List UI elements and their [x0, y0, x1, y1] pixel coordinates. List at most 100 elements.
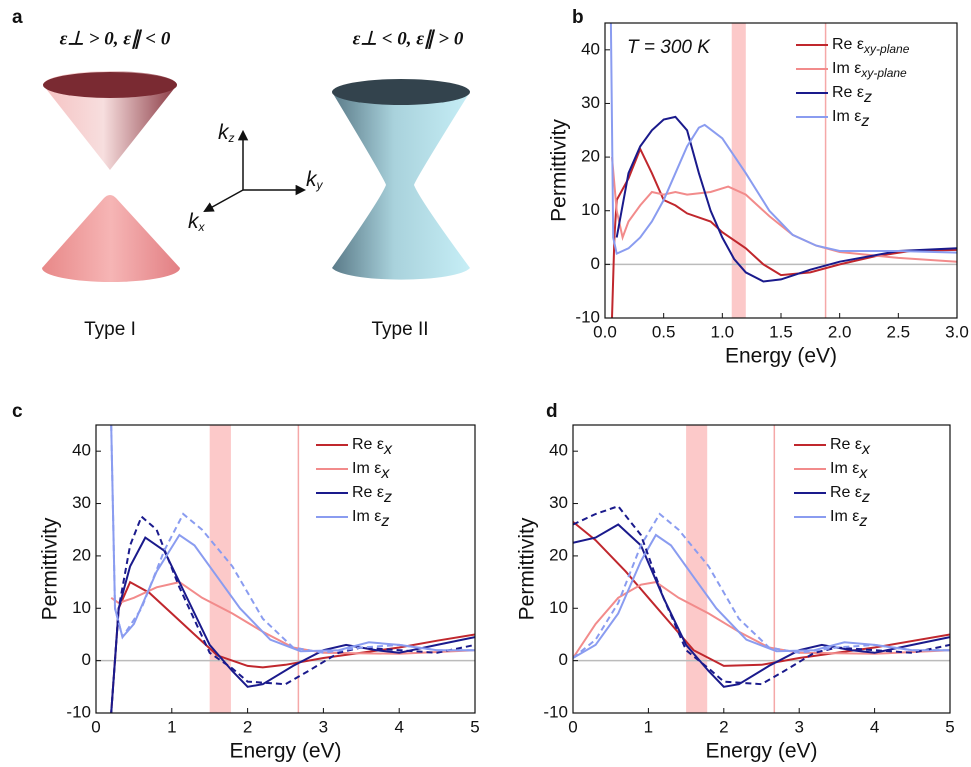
y-tick-label: -10: [575, 307, 600, 326]
dashed-line: [573, 505, 950, 686]
line: [573, 533, 950, 659]
y-tick-label: 40: [581, 39, 600, 58]
panel-label: d: [546, 401, 558, 422]
x-tick-label: 4: [870, 717, 879, 736]
y-tick-label: 30: [549, 493, 568, 512]
lower-cone: [42, 195, 180, 282]
panel-a: a ε⊥ > 0, ε∥ < 0 ε⊥ < 0, ε∥ > 0 kz ky kx…: [12, 7, 470, 340]
x-tick-label: 5: [470, 717, 479, 736]
shaded-band: [731, 23, 746, 318]
line: [609, 23, 957, 256]
line: [110, 425, 475, 653]
annotation: T = 300 K: [627, 37, 711, 58]
line: [611, 146, 957, 318]
x-tick-label: 3: [794, 717, 803, 736]
y-tick-label: -10: [66, 702, 91, 721]
plot-area: [605, 23, 957, 318]
x-tick-label: 0.5: [652, 322, 676, 341]
y-axis-label: Permittivity: [39, 517, 62, 620]
legend-label: Re εz: [832, 84, 872, 106]
shaded-band: [686, 425, 708, 713]
line: [573, 521, 950, 667]
y-tick-label: 20: [72, 545, 91, 564]
plot-area: [573, 425, 950, 713]
x-tick-label: 1.0: [711, 322, 735, 341]
y-tick-label: 30: [72, 493, 91, 512]
cone-opening: [43, 72, 177, 98]
kx-label: kx: [188, 210, 206, 235]
kz-label: kz: [218, 121, 235, 146]
legend-label: Im εz: [352, 508, 389, 530]
line: [615, 115, 957, 283]
x-tick-label: 4: [394, 717, 403, 736]
legend-label: Im εz: [830, 508, 867, 530]
y-tick-label: 30: [581, 93, 600, 112]
y-tick-label: 10: [72, 598, 91, 617]
x-axis-label: Energy (eV): [229, 740, 341, 763]
shaded-band: [209, 425, 231, 713]
line: [110, 536, 475, 713]
line: [573, 523, 950, 688]
x-tick-label: 1.5: [769, 322, 793, 341]
plot-area: [96, 425, 475, 713]
x-tick-label: 1: [644, 717, 653, 736]
type-two-title: ε⊥ < 0, ε∥ > 0: [353, 28, 464, 49]
dashed-line: [573, 512, 950, 659]
x-axis-label: Energy (eV): [725, 345, 837, 368]
x-tick-label: 2.5: [887, 322, 911, 341]
y-tick-label: 0: [591, 254, 600, 273]
x-tick-label: 2: [719, 717, 728, 736]
legend-label: Re εz: [830, 484, 870, 506]
y-tick-label: 20: [549, 545, 568, 564]
line: [573, 581, 950, 659]
legend-label: Im εx: [352, 460, 390, 482]
legend-label: Im εxy-plane: [832, 60, 907, 80]
y-tick-label: 40: [549, 441, 568, 460]
chart: b 0.0 0.5 1.0 1.5 2.0 2.5 3.0 -10 0 10 20 30 40 Energy…: [548, 7, 969, 368]
y-tick-label: 20: [581, 147, 600, 166]
y-tick-label: 10: [581, 200, 600, 219]
x-tick-label: 0: [91, 717, 100, 736]
x-tick-label: 1: [167, 717, 176, 736]
panel-label: b: [572, 7, 584, 28]
legend-label: Im εx: [830, 460, 868, 482]
x-tick-label: 5: [945, 717, 954, 736]
y-tick-label: 40: [72, 441, 91, 460]
hourglass-opening: [332, 79, 470, 105]
plot-frame: [95, 424, 476, 714]
type-two-caption: Type II: [371, 319, 428, 340]
type-one-caption: Type I: [84, 319, 136, 340]
panel-label: a: [12, 7, 23, 28]
type-one-title: ε⊥ > 0, ε∥ < 0: [60, 28, 171, 49]
y-tick-label: 0: [559, 650, 568, 669]
x-tick-label: 3: [319, 717, 328, 736]
x-tick-label: 3.0: [945, 322, 969, 341]
legend-label: Re εx: [830, 436, 871, 458]
ky-label: ky: [306, 168, 324, 193]
x-tick-label: 2.0: [828, 322, 852, 341]
x-tick-label: 0.0: [593, 322, 617, 341]
plot-frame: [572, 424, 951, 714]
line: [110, 581, 475, 655]
kx-arrow: [203, 189, 244, 213]
legend-label: Re εz: [352, 484, 392, 506]
hourglass: [332, 92, 470, 280]
y-tick-label: 0: [82, 650, 91, 669]
x-tick-label: 0: [568, 717, 577, 736]
y-tick-label: -10: [543, 702, 568, 721]
x-axis-label: Energy (eV): [705, 740, 817, 763]
y-axis-label: Permittivity: [516, 517, 539, 620]
dashed-line: [110, 425, 475, 654]
legend-label: Re εxy-plane: [832, 36, 910, 56]
dashed-line: [110, 514, 475, 713]
legend-label: Im εz: [832, 108, 869, 130]
y-axis-label: Permittivity: [548, 119, 571, 222]
legend-label: Re εx: [352, 436, 393, 458]
panel-label: c: [12, 401, 23, 422]
line: [110, 580, 475, 713]
y-tick-label: 10: [549, 598, 568, 617]
line: [611, 157, 957, 263]
